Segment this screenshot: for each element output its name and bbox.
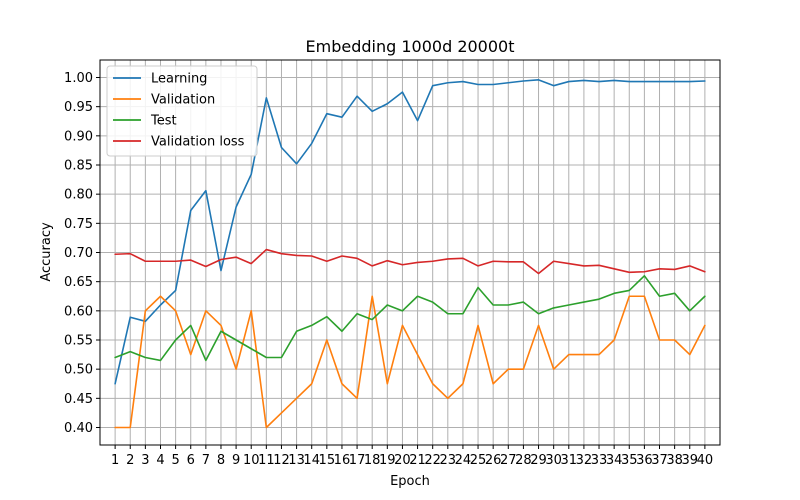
series-line-test [114, 275, 706, 362]
y-tick-label: 0.85 [64, 159, 93, 174]
y-tick-label: 0.90 [64, 129, 93, 144]
series-line-validation [114, 295, 706, 429]
x-tick-label: 23 [440, 453, 457, 468]
y-tick-label: 0.80 [64, 188, 93, 203]
x-tick-label: 28 [515, 453, 532, 468]
y-tick-label: 0.95 [64, 100, 93, 115]
y-tick-label: 0.50 [64, 363, 93, 378]
x-tick-label: 32 [576, 453, 593, 468]
legend-box [106, 65, 258, 157]
y-tick-label: 0.70 [64, 246, 93, 261]
x-tick-label: 22 [424, 453, 441, 468]
x-tick-label: 27 [500, 453, 517, 468]
x-axis-ticks: 1 2 3 4 5 6 7 8 9 1011121314151617181920212223242… [111, 445, 713, 468]
legend: Learning Validation Test Validation loss [106, 65, 258, 157]
x-tick-label: 9 [232, 453, 240, 468]
x-tick-label: 2 [126, 453, 134, 468]
x-tick-label: 17 [349, 453, 366, 468]
x-tick-label: 1 [111, 453, 119, 468]
x-tick-label: 16 [334, 453, 351, 468]
x-tick-label: 20 [394, 453, 411, 468]
y-tick-label: 1.00 [64, 71, 93, 86]
x-tick-label: 26 [485, 453, 502, 468]
y-tick-label: 0.45 [64, 392, 93, 407]
x-tick-label: 12 [273, 453, 290, 468]
x-tick-label: 4 [156, 453, 164, 468]
x-tick-label: 5 [171, 453, 179, 468]
x-tick-label: 18 [364, 453, 381, 468]
legend-label: Learning [151, 72, 207, 87]
x-tick-label: 29 [530, 453, 547, 468]
chart-title: Embedding 1000d 20000t [306, 37, 515, 56]
y-axis-ticks: 0.40 0.45 0.50 0.55 0.60 0.65 0.70 0.75 0.80 0.85… [64, 71, 100, 436]
x-tick-label: 8 [217, 453, 225, 468]
y-tick-label: 0.65 [64, 275, 93, 290]
x-tick-label: 19 [379, 453, 396, 468]
x-tick-label: 35 [621, 453, 638, 468]
legend-label: Validation [151, 93, 215, 108]
x-tick-label: 13 [288, 453, 305, 468]
x-tick-label: 39 [681, 453, 698, 468]
y-tick-label: 0.55 [64, 334, 93, 349]
x-tick-label: 14 [303, 453, 320, 468]
series-layer [114, 79, 706, 429]
series-line-validation-loss [114, 248, 706, 275]
series-line-learning [114, 79, 706, 385]
x-tick-label: 10 [243, 453, 260, 468]
x-tick-label: 24 [455, 453, 472, 468]
x-tick-label: 34 [606, 453, 623, 468]
x-tick-label: 37 [651, 453, 668, 468]
legend-label: Validation loss [151, 135, 245, 150]
y-axis-label: Accuracy [39, 222, 54, 282]
y-tick-label: 0.75 [64, 217, 93, 232]
x-tick-label: 21 [409, 453, 426, 468]
x-tick-label: 11 [258, 453, 275, 468]
x-tick-label: 38 [666, 453, 683, 468]
x-tick-label: 40 [697, 453, 714, 468]
x-axis-label: Epoch [390, 474, 430, 489]
y-tick-label: 0.40 [64, 421, 93, 436]
x-tick-label: 15 [319, 453, 336, 468]
x-tick-label: 25 [470, 453, 487, 468]
x-tick-label: 30 [545, 453, 562, 468]
x-tick-label: 3 [141, 453, 149, 468]
x-tick-label: 6 [187, 453, 195, 468]
legend-label: Test [150, 114, 177, 129]
y-tick-label: 0.60 [64, 304, 93, 319]
x-tick-label: 31 [561, 453, 578, 468]
x-tick-label: 36 [636, 453, 653, 468]
x-tick-label: 33 [591, 453, 608, 468]
x-tick-label: 7 [202, 453, 210, 468]
